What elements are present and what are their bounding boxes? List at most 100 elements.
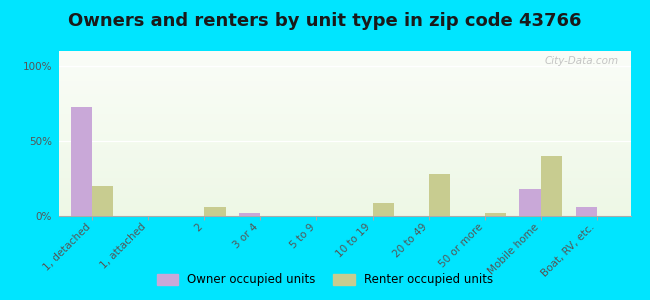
Bar (58, 68, 630, 69)
Bar (58, 201, 630, 203)
Bar (58, 117, 630, 118)
Bar (58, 134, 630, 135)
Bar (58, 132, 630, 134)
Bar (58, 54, 630, 56)
Bar (58, 62, 630, 64)
Bar (58, 186, 630, 188)
Bar (58, 191, 630, 193)
Bar (428, 174, 450, 216)
Bar (58, 92, 630, 94)
Bar (541, 156, 562, 216)
Bar (58, 71, 630, 72)
Bar (58, 72, 630, 74)
Bar (58, 196, 630, 198)
Bar (58, 168, 630, 170)
Bar (239, 213, 261, 216)
Text: Owners and renters by unit type in zip code 43766: Owners and renters by unit type in zip c… (68, 12, 582, 30)
Bar (58, 120, 630, 122)
Bar (58, 118, 630, 120)
Bar (58, 74, 630, 76)
Bar (71, 106, 92, 216)
Bar (58, 188, 630, 190)
Bar (58, 138, 630, 140)
Bar (58, 165, 630, 167)
Bar (58, 203, 630, 205)
Bar (58, 173, 630, 175)
Bar (58, 85, 630, 87)
Bar (58, 143, 630, 145)
Bar (58, 194, 630, 196)
Bar (58, 99, 630, 100)
Bar (58, 170, 630, 171)
Bar (58, 122, 630, 124)
Bar (58, 208, 630, 209)
Bar (58, 58, 630, 59)
Bar (58, 91, 630, 92)
Bar (58, 158, 630, 160)
Bar (58, 79, 630, 81)
Bar (575, 207, 597, 216)
Bar (58, 157, 630, 158)
Bar (58, 84, 630, 86)
Bar (58, 206, 630, 208)
Bar (58, 102, 630, 104)
Bar (58, 163, 630, 165)
Bar (58, 109, 630, 110)
Bar (58, 193, 630, 194)
Bar (372, 202, 394, 216)
Bar (58, 171, 630, 173)
Bar (58, 135, 630, 137)
Bar (58, 155, 630, 157)
Bar (58, 94, 630, 95)
Bar (58, 114, 630, 115)
Bar (58, 198, 630, 200)
Bar (58, 124, 630, 125)
Bar (58, 105, 630, 107)
Bar (58, 213, 630, 214)
Bar (58, 130, 630, 132)
Bar (58, 145, 630, 147)
Bar (58, 112, 630, 114)
Bar (58, 190, 630, 191)
Bar (58, 115, 630, 117)
Bar (58, 82, 630, 84)
Bar (58, 153, 630, 155)
Bar (58, 89, 630, 91)
Legend: Owner occupied units, Renter occupied units: Owner occupied units, Renter occupied un… (152, 269, 498, 291)
Bar (485, 213, 506, 216)
Bar (58, 59, 630, 61)
Bar (58, 183, 630, 184)
Bar (58, 128, 630, 130)
Bar (58, 178, 630, 180)
Bar (58, 181, 630, 183)
Bar (58, 140, 630, 142)
Bar (204, 207, 226, 216)
Bar (58, 104, 630, 105)
Bar (58, 167, 630, 168)
Bar (58, 137, 630, 138)
Bar (58, 211, 630, 213)
Bar (58, 64, 630, 66)
Text: City-Data.com: City-Data.com (545, 56, 619, 66)
Bar (58, 176, 630, 178)
Bar (58, 61, 630, 62)
Bar (58, 69, 630, 71)
Bar (58, 142, 630, 143)
Bar (58, 110, 630, 112)
Bar (58, 56, 630, 58)
Bar (58, 161, 630, 163)
Bar (519, 189, 541, 216)
Bar (58, 51, 630, 52)
Bar (58, 107, 630, 109)
Bar (92, 186, 114, 216)
Bar (58, 160, 630, 161)
Bar (58, 87, 630, 89)
Bar (58, 200, 630, 201)
Bar (58, 204, 630, 206)
Bar (58, 175, 630, 176)
Bar (58, 95, 630, 97)
Bar (58, 66, 630, 68)
Bar (58, 76, 630, 77)
Bar (58, 97, 630, 99)
Bar (58, 209, 630, 211)
